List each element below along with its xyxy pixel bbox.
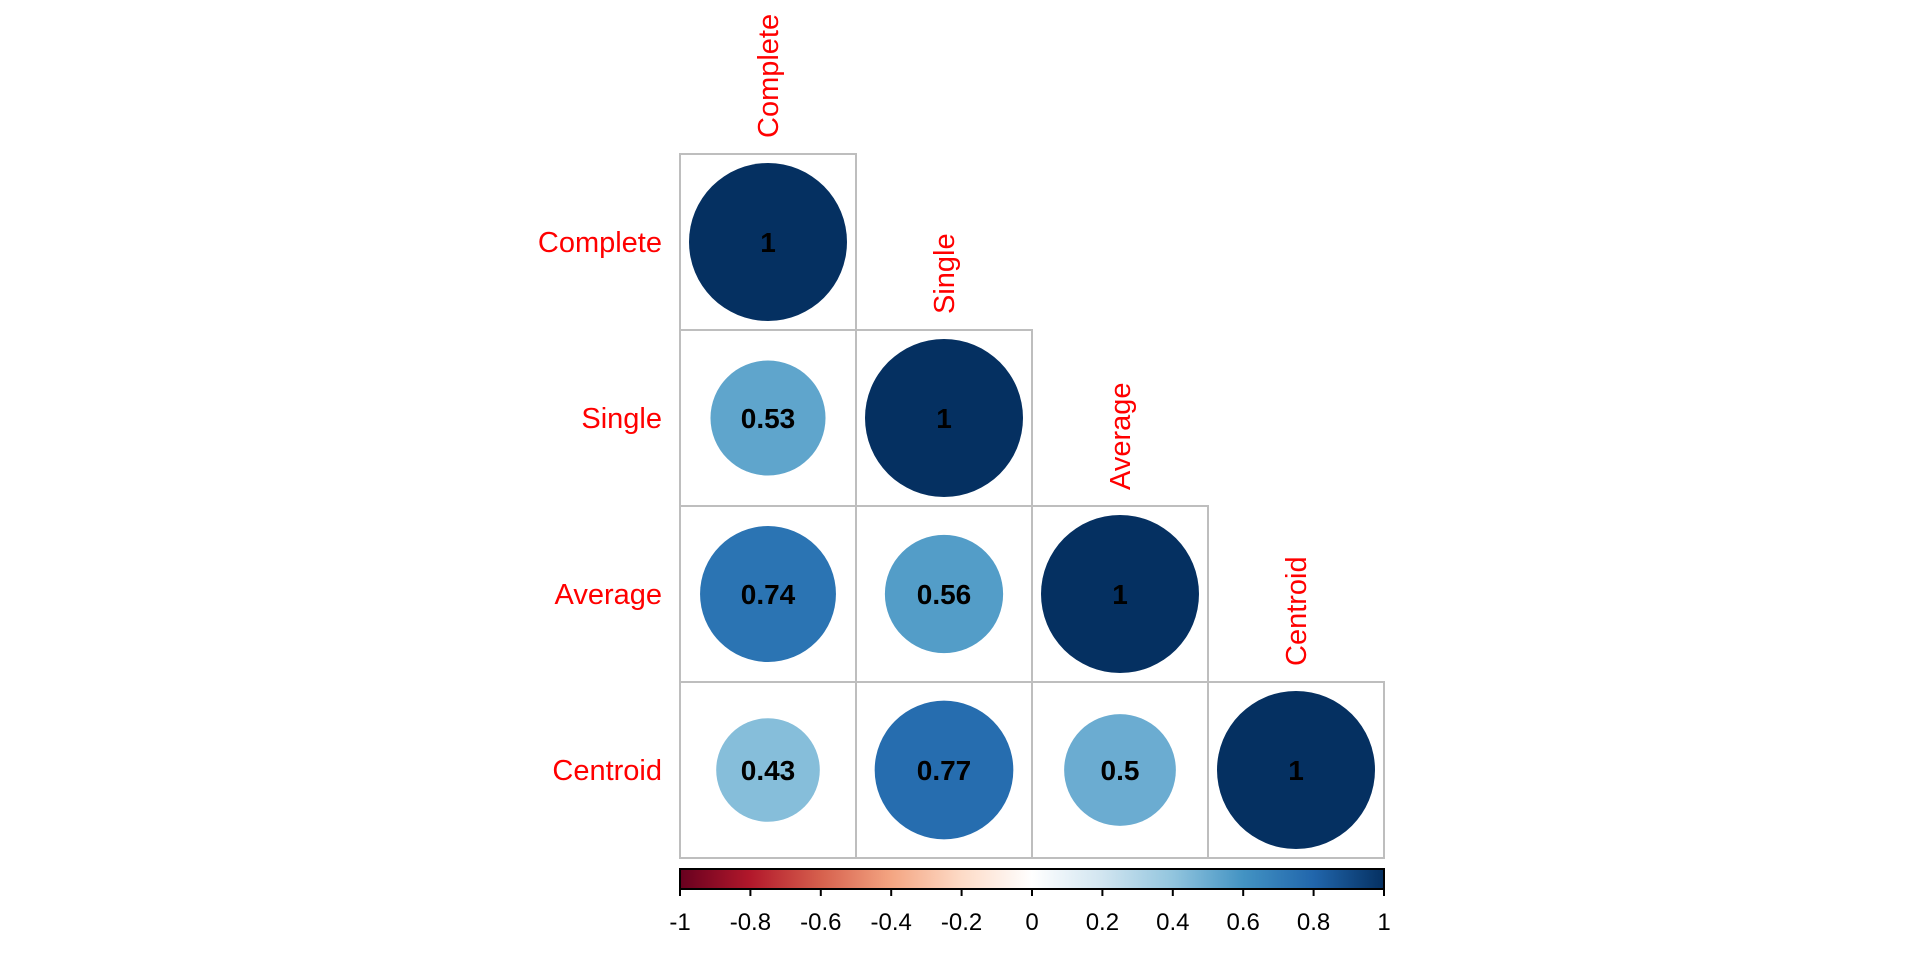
row-labels: Complete Single Average Centroid: [538, 227, 662, 787]
row-label-single: Single: [581, 403, 662, 435]
value-label: 0.56: [917, 579, 972, 610]
colorbar-tick-label: 0.2: [1086, 909, 1119, 936]
correlation-circle-centroid-complete: [716, 718, 820, 822]
colorbar-tick-label: 0.6: [1227, 909, 1260, 936]
colorbar-tick-label: -0.2: [941, 909, 982, 936]
value-label: 1: [1288, 755, 1304, 786]
circle-layer: [689, 163, 1375, 849]
value-label: 1: [936, 403, 952, 434]
value-label-layer: 1 0.53 1 0.74 0.56 1 0.43 0.77 0.5 1: [741, 227, 1304, 786]
colorbar-tick-label: 1: [1377, 909, 1390, 936]
colorbar-ticks: -1 -0.8 -0.6 -0.4 -0.2 0 0.2 0.4 0.6 0.8 1: [669, 889, 1391, 936]
colorbar-tick-label: -1: [669, 909, 690, 936]
correlation-circle-centroid-average: [1064, 714, 1176, 826]
value-label: 1: [760, 227, 776, 258]
value-label: 0.53: [741, 403, 796, 434]
correlation-circle-average-complete: [700, 526, 836, 662]
colorbar-tick-label: -0.6: [800, 909, 841, 936]
row-label-average: Average: [555, 579, 663, 611]
correlation-circle-centroid-centroid: [1217, 691, 1375, 849]
colorbar: -1 -0.8 -0.6 -0.4 -0.2 0 0.2 0.4 0.6 0.8 1: [669, 868, 1391, 936]
value-label: 1: [1112, 579, 1128, 610]
colorbar-tick-label: 0: [1025, 909, 1038, 936]
correlation-circle-average-single: [884, 534, 1004, 654]
colorbar-gradient: [679, 868, 1385, 890]
correlation-circle-complete-complete: [689, 163, 847, 321]
value-label: 0.77: [917, 755, 972, 786]
column-label-average: Average: [1105, 383, 1137, 491]
correlation-circle-centroid-single: [874, 700, 1014, 840]
colorbar-tick-label: -0.4: [871, 909, 912, 936]
column-label-complete: Complete: [753, 14, 785, 138]
grid-layer: [679, 153, 1385, 859]
row-label-complete: Complete: [538, 227, 662, 259]
column-labels: Complete Single Average Centroid: [753, 14, 1313, 666]
colorbar-tick-label: -0.8: [730, 909, 771, 936]
correlation-circle-single-complete: [710, 360, 826, 476]
row-label-centroid: Centroid: [552, 755, 662, 787]
column-label-centroid: Centroid: [1281, 556, 1313, 666]
colorbar-tick-label: 0.4: [1156, 909, 1189, 936]
value-label: 0.43: [741, 755, 796, 786]
value-label: 0.5: [1101, 755, 1140, 786]
correlation-circle-average-average: [1041, 515, 1199, 673]
value-label: 0.74: [741, 579, 796, 610]
colorbar-tick-label: 0.8: [1297, 909, 1330, 936]
grid-cell: [1207, 681, 1385, 859]
correlation-circle-single-single: [865, 339, 1023, 497]
column-label-single: Single: [929, 233, 961, 314]
